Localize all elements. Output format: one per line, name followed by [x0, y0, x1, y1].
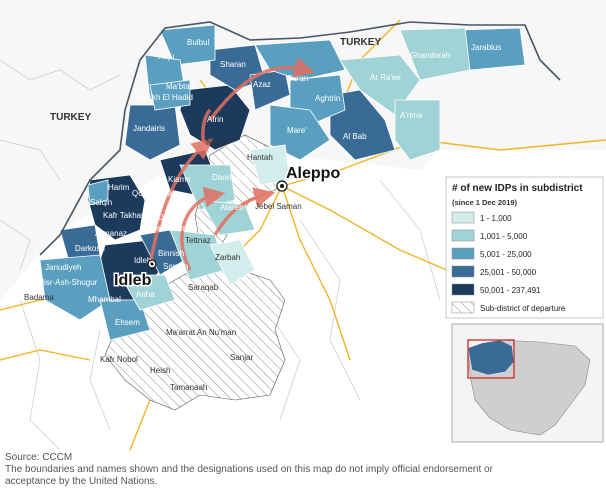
legend-title: # of new IDPs in subdistrict	[452, 183, 583, 194]
label-ariha: Ariha	[136, 290, 155, 299]
label-azaz: Azaz	[253, 80, 271, 89]
legend-swatch-4	[451, 265, 475, 278]
label-al-bab: Al Bab	[343, 132, 367, 141]
label-bulbul: Bulbul	[187, 38, 209, 47]
label-kafr-takharim: Kafr Takharim	[103, 211, 153, 220]
label-sarmin: Sarmin	[163, 262, 188, 271]
label-salqin: Salqin	[90, 198, 112, 207]
label-tettnaz: Tettnaz	[185, 236, 211, 245]
label-hantah: Hantah	[247, 153, 273, 162]
city-label-aleppo: Aleppo	[286, 165, 340, 182]
label-daret-azza: Daret Azza	[212, 173, 252, 182]
label-nabul: Nabul	[206, 138, 227, 147]
label-aghtrin: Aghtrin	[315, 94, 340, 103]
label-maarrat-an-numan: Ma'arrat An Nu'man	[166, 328, 236, 337]
disclaimer-line-2: acceptance by the United Nations.	[5, 476, 158, 487]
legend-swatch-5	[451, 283, 475, 296]
label-sanjar: Sanjar	[230, 353, 253, 362]
legend-subtitle: (since 1 Dec 2019)	[452, 198, 518, 207]
legend-swatch-2	[451, 229, 475, 242]
label-harim: Harim	[108, 183, 130, 192]
legend-label-2: 1,001 - 5,000	[480, 232, 528, 241]
label-dana: Dana	[158, 213, 178, 222]
label-kiama: Kiama	[168, 175, 191, 184]
label-jebel-saman: Jebel Saman	[255, 202, 302, 211]
legend-swatch-3	[451, 247, 475, 260]
label-sharan: Sharan	[220, 60, 246, 69]
footer: Source: CCCM The boundaries and names sh…	[5, 452, 601, 488]
label-zarbah: Zarbah	[215, 253, 240, 262]
city-idleb: Idleb	[113, 259, 157, 291]
inset-extent-box	[467, 339, 515, 379]
label-sheikh-el-hadid: Sheikh El Hadid	[136, 93, 193, 102]
label-ar-raee: Ar Ra'ee	[370, 73, 401, 82]
label-mhambal: Mhambal	[88, 295, 121, 304]
label-mare: Mare'	[287, 126, 307, 135]
legend: # of new IDPs in subdistrict (since 1 De…	[445, 176, 604, 319]
label-jandairis: Jandairis	[133, 124, 165, 133]
source-text: Source: CCCM	[5, 452, 73, 463]
label-saraqab: Saraqab	[188, 283, 219, 292]
label-ehsem: Ehsem	[115, 318, 140, 327]
label-atareb: Atareb	[220, 203, 244, 212]
label-janudiyeh: Janudiyeh	[45, 263, 81, 272]
label-qourqeena: Qourqeena	[132, 189, 173, 198]
label-binnish: Binnish	[158, 249, 184, 258]
label-jarablus: Jarablus	[471, 43, 501, 52]
label-kafr-nobol: Kafr Nobol	[100, 355, 138, 364]
label-darkosh: Darkosh	[75, 244, 105, 253]
legend-label-4: 25,001 - 50,000	[480, 268, 537, 277]
city-aleppo: Aleppo	[276, 164, 342, 192]
choropleth	[39, 24, 526, 341]
label-badama: Badama	[24, 293, 54, 302]
label-ghandorah: Ghandorah	[410, 51, 450, 60]
label-tamanaah: Tamanaah	[170, 383, 207, 392]
idp-flow-arrows	[148, 57, 316, 271]
label-raju: Raju	[158, 52, 174, 61]
country-label-turkey-2: TURKEY	[50, 112, 91, 123]
city-label-idleb: Idleb	[114, 272, 152, 289]
legend-label-departure: Sub-district of departure	[480, 304, 566, 313]
inset-map	[451, 323, 604, 443]
legend-label-3: 5,001 - 25,000	[480, 250, 532, 259]
label-afrin: Afrin	[207, 115, 223, 124]
legend-swatch-1	[451, 211, 475, 224]
legend-swatch-departure	[451, 301, 475, 314]
label-heish: Heish	[150, 366, 170, 375]
label-jisr-ash-shugur: Jisr-Ash-Shugur	[40, 278, 98, 287]
subdistrict-labels: Bulbul Raju Sharan Ma'btali Azaz Suran S…	[24, 38, 501, 392]
legend-label-5: 50,001 - 237,491	[480, 286, 541, 295]
legend-label-1: 1 - 1,000	[480, 214, 512, 223]
label-suran: Suran	[287, 74, 308, 83]
idp-map: TURKEY TURKEY Bulbul Raju Sharan Ma'btal…	[0, 19, 606, 450]
label-mabtali: Ma'btali	[166, 82, 194, 91]
disclaimer-line-1: The boundaries and names shown and the d…	[5, 464, 493, 475]
label-armanaz: Armanaz	[95, 229, 127, 238]
turkey-border	[39, 21, 561, 256]
label-maaret-tamsrin: Maaret Tamsrin	[145, 224, 200, 233]
label-arima: A'rima	[400, 111, 423, 120]
country-label-turkey-1: TURKEY	[340, 37, 381, 48]
label-idleb-sd: Idleb	[134, 256, 152, 265]
